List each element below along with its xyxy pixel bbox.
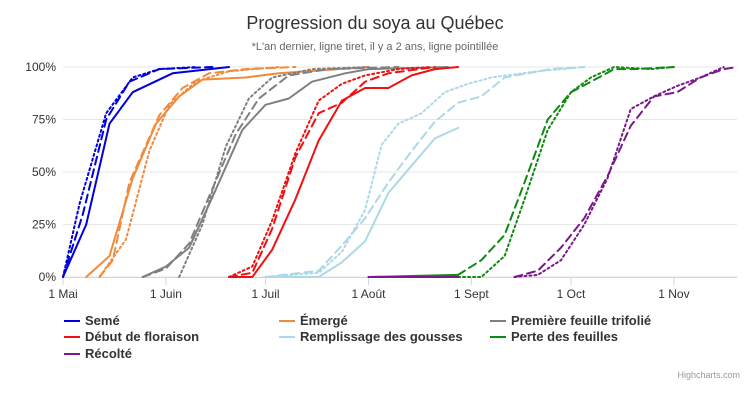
legend-label: Semé	[85, 313, 120, 328]
series-line-remplissage-des-gousses-dash[interactable]	[264, 66, 586, 278]
x-tick-label: 1 Juil	[252, 287, 280, 301]
x-tick-label: 1 Août	[351, 287, 386, 301]
credits[interactable]: Highcharts.com	[677, 370, 740, 380]
legend-label: Perte des feuilles	[511, 329, 618, 344]
legend-item[interactable]: Remplissage des gousses	[279, 329, 463, 344]
series-line-première-feuille-trifolié-dash[interactable]	[141, 66, 400, 278]
series-line-semé-dot[interactable]	[62, 66, 197, 278]
series-line-récolté-dot[interactable]	[513, 66, 725, 278]
y-tick-label: 50%	[32, 165, 56, 179]
legend-item[interactable]: Début de floraison	[64, 329, 199, 344]
series-line-début-de-floraison-solid[interactable]	[228, 66, 460, 278]
series-line-récolté-dash[interactable]	[513, 66, 738, 278]
x-tick-label: 1 Sept	[454, 287, 489, 301]
series-line-perte-des-feuilles-dash[interactable]	[457, 66, 675, 276]
series-line-début-de-floraison-dot[interactable]	[228, 66, 433, 278]
chart-title: Progression du soya au Québec	[246, 13, 503, 33]
legend-label: Remplissage des gousses	[300, 329, 463, 344]
legend-item[interactable]: Semé	[64, 313, 120, 328]
series-line-semé-solid[interactable]	[62, 66, 230, 278]
legend: Semé Émergé Première feuille trifolié Début…	[64, 313, 651, 361]
series-line-remplissage-des-gousses-solid[interactable]	[264, 126, 460, 278]
legend-label: Récolté	[85, 346, 132, 361]
x-axis: 1 Mai 1 Juin 1 Juil 1 Août 1 Sept 1 Oct 1 Nov	[48, 277, 737, 301]
series-line-émergé-dash[interactable]	[98, 66, 297, 278]
series-line-première-feuille-trifolié-solid[interactable]	[141, 66, 450, 278]
series-line-début-de-floraison-dash[interactable]	[228, 66, 436, 278]
y-axis: 0% 25% 50% 75% 100%	[25, 60, 56, 284]
x-tick-label: 1 Juin	[150, 287, 182, 301]
grid	[63, 66, 737, 278]
legend-label: Première feuille trifolié	[511, 313, 651, 328]
plot-area	[62, 66, 738, 278]
y-tick-label: 100%	[25, 60, 56, 74]
x-tick-label: 1 Mai	[48, 287, 77, 301]
series-line-remplissage-des-gousses-dot[interactable]	[264, 66, 586, 278]
legend-label: Début de floraison	[85, 329, 199, 344]
x-tick-label: 1 Oct	[557, 287, 586, 301]
chart-subtitle: *L'an dernier, ligne tiret, il y a 2 ans…	[252, 41, 499, 53]
series-line-première-feuille-trifolié-dot[interactable]	[178, 66, 370, 278]
legend-item[interactable]: Récolté	[64, 346, 132, 361]
legend-item[interactable]: Première feuille trifolié	[490, 313, 651, 328]
legend-item[interactable]: Émergé	[279, 313, 348, 328]
y-tick-label: 0%	[39, 270, 57, 284]
series-line-émergé-dot[interactable]	[98, 66, 280, 278]
legend-label: Émergé	[300, 313, 348, 328]
y-tick-label: 25%	[32, 218, 56, 232]
y-tick-label: 75%	[32, 113, 56, 127]
series-line-perte-des-feuilles-dot[interactable]	[457, 66, 675, 278]
x-tick-label: 1 Nov	[658, 287, 689, 301]
legend-item[interactable]: Perte des feuilles	[490, 329, 618, 344]
